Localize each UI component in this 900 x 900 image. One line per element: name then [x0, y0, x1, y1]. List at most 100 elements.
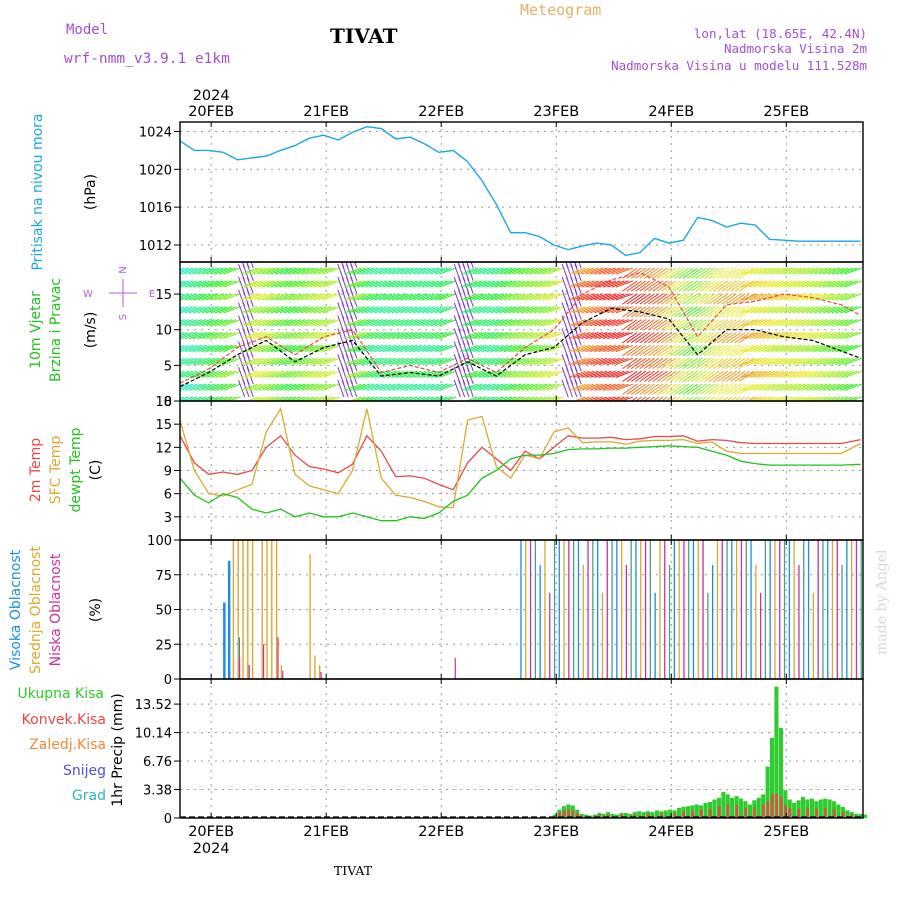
wind-arrow [270, 383, 288, 391]
wind-arrow [814, 370, 832, 378]
wind-arrow [661, 280, 677, 292]
wind-arrow [300, 267, 319, 275]
wind-arrow [348, 383, 366, 391]
wind-arrow [439, 383, 457, 391]
wind-arrow [669, 396, 677, 401]
overcast-cloud-bar [721, 540, 723, 679]
wind-arrow [266, 332, 284, 340]
wind-arrow [742, 396, 750, 401]
wind-arrow [365, 383, 383, 391]
wind-arrow [365, 293, 383, 301]
wind-arrow [426, 396, 439, 401]
wind-arrow [180, 319, 194, 325]
product-title: Meteogram [520, 1, 601, 19]
wind-arrow [490, 332, 508, 340]
wind-arrow [374, 280, 392, 288]
wind-arrow [581, 357, 599, 365]
wind-arrow [648, 306, 664, 318]
wind-arrow [434, 383, 452, 391]
wind-arrow [460, 332, 478, 340]
wind-arrow [792, 293, 810, 301]
wind-arrow [374, 357, 392, 365]
wind-arrow [365, 267, 383, 275]
y-tick-label: 18 [155, 395, 172, 410]
wind-arrow [814, 332, 832, 340]
wind-arrow [788, 306, 806, 314]
wind-arrow [615, 267, 634, 275]
wind-arrow [598, 280, 616, 288]
wind-arrow [279, 293, 297, 301]
wind-arrow [361, 332, 379, 340]
wind-arrow [607, 267, 625, 275]
wind-arrow [635, 357, 651, 370]
wind-arrow [745, 370, 763, 378]
wind-arrow [180, 344, 185, 348]
wind-arrow [572, 280, 590, 288]
wind-arrow [257, 267, 276, 275]
wind-arrow [180, 383, 185, 387]
wind-arrow [262, 370, 280, 378]
wind-arrow [611, 267, 629, 275]
wind-arrow [516, 370, 534, 378]
wind-arrow [598, 383, 616, 391]
wind-arrow [801, 306, 819, 314]
wind-arrow [512, 267, 530, 275]
wind-arrow [788, 280, 806, 288]
wind-arrow [244, 370, 263, 378]
wind-arrow [669, 319, 685, 331]
sfc-line [179, 406, 861, 509]
wind-arrow [309, 370, 327, 378]
wind-arrow [762, 396, 776, 401]
wind-arrow [589, 383, 608, 391]
wind-arrow [788, 383, 806, 391]
wind-arrow [814, 383, 832, 391]
wind-arrow [430, 319, 448, 327]
snow-label: Snijeg [63, 763, 106, 779]
wind-arrow [257, 357, 276, 365]
wind-arrow [565, 379, 573, 398]
wind-arrow [546, 319, 565, 327]
wind-arrow [180, 280, 198, 288]
wind-arrow [686, 280, 703, 292]
wind-arrow [223, 357, 241, 365]
wind-arrow [844, 306, 862, 314]
wind-arrow [426, 319, 444, 327]
wind-arrow [585, 293, 603, 301]
wind-arrow [678, 344, 694, 357]
total-precip-bar [809, 798, 814, 818]
wind-arrow [486, 383, 504, 391]
wind-arrow [840, 344, 858, 353]
wind-arrow [473, 332, 491, 340]
wind-arrow [354, 262, 358, 269]
wind-arrow [615, 357, 634, 365]
wind-arrow [292, 396, 306, 401]
wind-arrow [266, 280, 284, 288]
wind-arrow [818, 319, 836, 327]
wind-arrow [266, 319, 284, 327]
wind-arrow [240, 267, 258, 275]
wind-arrow [348, 396, 362, 401]
wind-arrow [460, 306, 478, 314]
wind-arrow [352, 383, 370, 391]
wind-arrow [292, 357, 310, 365]
wind-arrow [682, 344, 698, 357]
wind-arrow [318, 280, 336, 288]
wind-arrow [686, 293, 703, 305]
wind-arrow [223, 370, 241, 378]
wind-arrow [712, 370, 729, 382]
wind-arrow [656, 344, 673, 357]
wind-arrow [391, 267, 409, 275]
wind-arrow [352, 332, 370, 340]
overcast-cloud-bar [692, 540, 695, 679]
mid-cloud-bar [271, 540, 273, 679]
wind-arrow [810, 396, 823, 401]
wind-arrow [516, 280, 534, 288]
wind-arrow [762, 306, 780, 314]
wind-arrow [296, 319, 314, 327]
wind-arrow [620, 396, 634, 401]
wind-arrow [840, 383, 858, 391]
day-label-top: 20FEB [188, 104, 234, 120]
day-label-top: 22FEB [418, 104, 464, 120]
wind-arrow [835, 383, 854, 391]
wind-arrow [180, 280, 185, 284]
